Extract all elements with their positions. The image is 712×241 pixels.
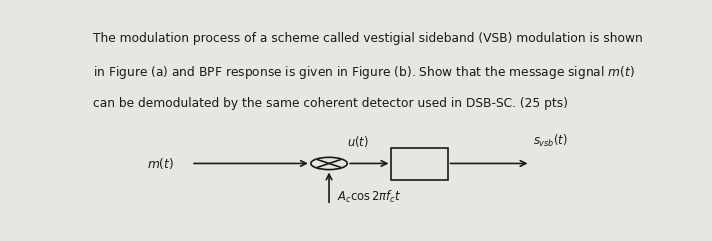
Text: The modulation process of a scheme called vestigial sideband (VSB) modulation is: The modulation process of a scheme calle… xyxy=(93,32,643,45)
Text: $m(t)$: $m(t)$ xyxy=(147,156,174,171)
Text: BPF: BPF xyxy=(408,152,431,165)
Text: $u(t)$: $u(t)$ xyxy=(347,134,369,149)
Text: $A_c\cos2\pi f_c t$: $A_c\cos2\pi f_c t$ xyxy=(337,189,402,205)
Text: can be demodulated by the same coherent detector used in DSB-SC. (25 pts): can be demodulated by the same coherent … xyxy=(93,97,568,110)
FancyBboxPatch shape xyxy=(392,148,448,180)
Text: $H(f)$: $H(f)$ xyxy=(407,163,431,178)
Text: in Figure (a) and BPF response is given in Figure (b). Show that the message sig: in Figure (a) and BPF response is given … xyxy=(93,64,635,81)
Text: $s_{vsb}(t)$: $s_{vsb}(t)$ xyxy=(533,133,568,149)
